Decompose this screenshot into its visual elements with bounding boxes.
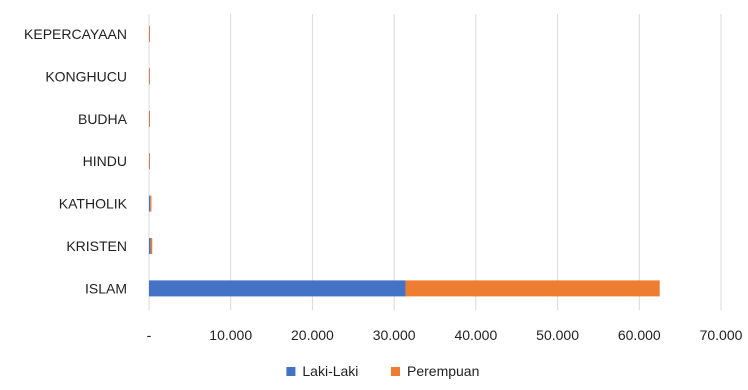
x-tick-label: -: [147, 327, 152, 343]
category-label: KRISTEN: [66, 238, 127, 254]
legend-label: Perempuan: [407, 363, 479, 379]
category-label: KEPERCAYAAN: [24, 26, 127, 42]
category-label: KONGHUCU: [45, 68, 127, 84]
x-tick-label: 40.000: [454, 327, 497, 343]
gridlines: [148, 14, 722, 310]
category-label: KATHOLIK: [59, 196, 128, 212]
legend-swatch: [286, 367, 296, 376]
category-label: HINDU: [83, 153, 127, 169]
category-axis-labels: KEPERCAYAAN KONGHUCU BUDHA HINDU KATHOLIK KRI…: [24, 26, 128, 296]
value-axis-labels: - 10.000 20.000 30.000 40.000 50.000 60.000 70.…: [147, 327, 743, 343]
legend-swatch: [391, 367, 400, 376]
bar-konghucu-perempuan: [149, 68, 150, 85]
bar-kristen-laki-laki: [149, 238, 151, 254]
x-tick-label: 50.000: [536, 327, 579, 343]
bar-kepercayaan-perempuan: [149, 26, 150, 42]
x-tick-label: 70.000: [700, 327, 743, 343]
x-tick-label: 20.000: [291, 327, 334, 343]
bar-katholik-perempuan: [150, 195, 152, 212]
x-tick-label: 10.000: [209, 327, 252, 343]
category-label: ISLAM: [85, 280, 127, 296]
category-label: BUDHA: [78, 111, 128, 127]
bar-budha-perempuan: [149, 110, 150, 127]
bar-hindu-perempuan: [149, 153, 150, 170]
legend: Laki-Laki Perempuan: [286, 363, 479, 379]
bar-islam-perempuan: [405, 280, 660, 297]
legend-label: Laki-Laki: [302, 363, 358, 379]
bar-kristen-perempuan: [150, 238, 153, 254]
x-tick-label: 60.000: [618, 327, 661, 343]
bar-islam-laki-laki: [149, 280, 406, 297]
bar-katholik-laki-laki: [149, 195, 151, 212]
x-tick-label: 30.000: [373, 327, 416, 343]
bars: [149, 26, 660, 297]
